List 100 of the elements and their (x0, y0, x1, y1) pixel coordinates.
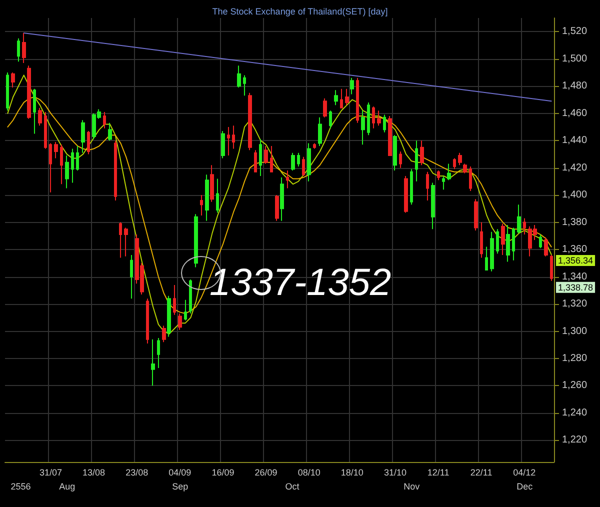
candlestick (469, 166, 472, 192)
candlestick (270, 146, 273, 172)
candlestick (350, 77, 354, 95)
candlestick (458, 152, 462, 166)
x-tick-label: 23/08 (126, 468, 148, 478)
y-tick-label: 1,500 (562, 53, 588, 64)
candlestick (340, 88, 343, 108)
text: 1,338.78 (558, 282, 594, 292)
candlestick (119, 222, 122, 258)
text: Dec (516, 482, 534, 492)
candlestick (506, 224, 510, 262)
candlestick (114, 140, 117, 202)
candlestick (254, 150, 257, 172)
y-tick-label: 1,460 (562, 108, 588, 119)
candlestick (485, 246, 488, 270)
candlestick (103, 111, 106, 129)
candlestick (447, 163, 451, 181)
y-tick-label: 1,220 (562, 434, 588, 446)
candlestick (210, 164, 214, 202)
y-tick-label: 1,340 (562, 271, 588, 282)
y-tick-label: 1,280 (562, 352, 588, 364)
chart-title: The Stock Exchange of Thailand(SET) [day] (212, 6, 388, 16)
x-tick-label: 13/08 (82, 468, 106, 478)
x-tick-label: 12/11 (427, 468, 450, 478)
candlestick (377, 110, 381, 126)
candlestick (27, 65, 31, 120)
candlestick (501, 223, 505, 256)
candlestick (259, 138, 262, 176)
candlestick (426, 171, 429, 202)
y-tick-label: 1,260 (562, 380, 588, 392)
x-tick-label: 16/09 (212, 468, 234, 478)
candlestick (463, 163, 467, 174)
y-tick-label: 1,380 (562, 216, 588, 228)
y-tick-label: 1,420 (562, 162, 588, 174)
candlestick (297, 152, 300, 167)
candlestick (237, 65, 241, 88)
candlestick (490, 231, 494, 272)
line-series (7, 74, 552, 334)
text: 1,356.34 (558, 256, 594, 266)
candlestick (264, 146, 268, 164)
candlestick (275, 194, 279, 222)
x-tick-label: 08/10 (298, 468, 320, 478)
candlestick (60, 144, 63, 185)
text: Oct (285, 482, 300, 492)
candlestick (22, 32, 26, 64)
x-tick-label: 04/12 (513, 468, 536, 478)
candlestick (49, 142, 52, 193)
candlestick (410, 168, 413, 206)
candlestick (232, 125, 235, 150)
text: 2556 (10, 482, 31, 492)
candlestick (6, 72, 9, 112)
candlestick (178, 313, 182, 330)
candlestick (205, 174, 209, 222)
candlestick (334, 90, 338, 106)
candlestick (17, 38, 20, 62)
candlestick (550, 254, 553, 282)
candlestick (81, 120, 85, 154)
candlestick (54, 141, 58, 159)
candlestick (323, 98, 327, 118)
candlestick (76, 146, 79, 172)
candlestick (474, 198, 478, 231)
candlestick (157, 338, 160, 369)
candlestick (372, 106, 375, 129)
candlestick (539, 234, 542, 249)
y-tick-label: 1,300 (562, 326, 588, 337)
candlestick (162, 325, 166, 343)
y-tick-label: 1,520 (562, 26, 588, 38)
candlestick (227, 126, 230, 156)
candlestick (302, 156, 305, 176)
y-tick-label: 1,480 (562, 80, 588, 92)
candlestick (184, 299, 187, 321)
candlestick (399, 150, 402, 168)
candlestick (307, 142, 311, 182)
candlestick (189, 278, 192, 314)
text: Aug (59, 482, 76, 492)
candlestick (388, 116, 392, 156)
candlestick (496, 228, 499, 254)
candlestick (367, 102, 370, 136)
candlestick (44, 111, 47, 150)
candlestick (124, 227, 128, 257)
candlestick (146, 298, 149, 344)
candlestick (291, 152, 295, 172)
candlestick (420, 140, 424, 166)
candlestick (442, 175, 445, 190)
candlestick (517, 204, 521, 234)
candlestick (480, 222, 483, 258)
text: Sep (172, 482, 188, 492)
candlestick (151, 338, 155, 386)
candlestick (361, 110, 365, 146)
candlestick (248, 92, 252, 151)
candlestick (221, 130, 225, 159)
candlestick (393, 134, 397, 172)
candlestick (329, 110, 332, 129)
y-tick-label: 1,240 (562, 407, 588, 418)
candlestick (404, 175, 408, 214)
candlestick (173, 284, 176, 316)
x-tick-label: 18/10 (340, 468, 364, 478)
y-tick-label: 1,400 (562, 190, 588, 201)
candlestick (286, 170, 289, 189)
candlestick (544, 236, 548, 257)
